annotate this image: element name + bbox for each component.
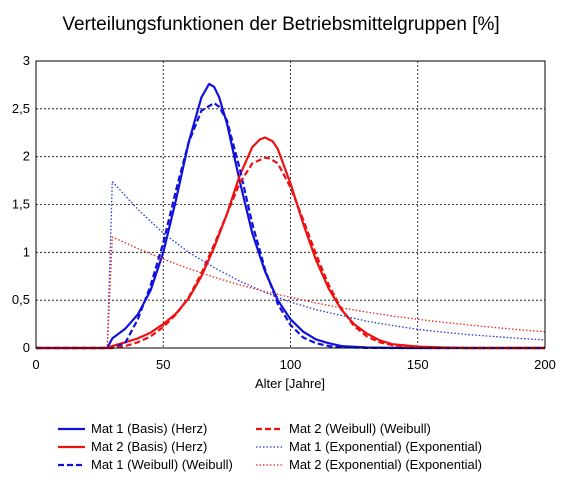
y-tick-label: 0,5 xyxy=(12,292,30,307)
series-line-5 xyxy=(36,180,546,349)
legend: Mat 1 (Basis) (Herz) Mat 2 (Basis) (Herz)… xyxy=(58,421,482,472)
legend-label: Mat 1 (Exponential) (Exponential) xyxy=(289,439,482,454)
legend-label: Mat 2 (Exponential) (Exponential) xyxy=(289,457,482,472)
x-tick-label: 150 xyxy=(407,357,429,372)
series-line-4 xyxy=(36,156,545,350)
legend-label: Mat 1 (Basis) (Herz) xyxy=(91,421,207,436)
x-axis-ticks: 0 50 100 150 200 xyxy=(32,357,555,372)
y-tick-label: 0 xyxy=(23,340,30,355)
legend-label: Mat 2 (Basis) (Herz) xyxy=(91,439,207,454)
x-tick-label: 200 xyxy=(534,357,556,372)
x-tick-label: 100 xyxy=(280,357,302,372)
y-tick-label: 2,5 xyxy=(12,101,30,116)
y-tick-label: 3 xyxy=(23,53,30,68)
legend-label: Mat 2 (Weibull) (Weibull) xyxy=(289,421,431,436)
chart-title: Verteilungsfunktionen der Betriebsmittel… xyxy=(62,14,499,35)
x-tick-label: 0 xyxy=(32,357,39,372)
x-tick-label: 50 xyxy=(156,357,170,372)
y-tick-label: 2 xyxy=(23,149,30,164)
y-axis-ticks: 0 0,5 1 1,5 2 2,5 3 xyxy=(12,53,30,355)
legend-label: Mat 1 (Weibull) (Weibull) xyxy=(91,457,233,472)
y-tick-label: 1 xyxy=(23,244,30,259)
series-layer xyxy=(36,82,546,350)
x-axis-label: Alter [Jahre] xyxy=(255,376,325,391)
series-line-6 xyxy=(36,236,546,349)
grid xyxy=(36,61,545,348)
plot-frame xyxy=(35,60,546,349)
series-line-1 xyxy=(36,82,545,350)
y-tick-label: 1,5 xyxy=(12,197,30,212)
